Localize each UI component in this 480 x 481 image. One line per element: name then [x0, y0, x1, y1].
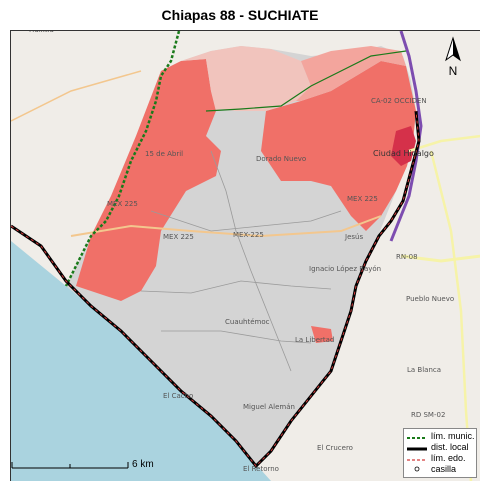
- legend-item-munic: lím. munic.: [407, 431, 477, 442]
- map-svg: Ciudad Hidalgo Dorado Nuevo 15 de Abril …: [11, 31, 480, 481]
- urban-area-south: [311, 326, 333, 343]
- thick-black-line-icon: [407, 447, 427, 451]
- label-ca-02: CA-02 OCCIDEN: [371, 97, 427, 105]
- district-east-area: [261, 61, 416, 231]
- label-rn-08: RN-08: [396, 253, 418, 261]
- label-dorado-nuevo: Dorado Nuevo: [256, 155, 306, 163]
- label-mex-225-c: MEX-225: [233, 231, 264, 239]
- sea-area: [11, 241, 271, 481]
- label-mex-225-b: MEX 225: [163, 233, 194, 241]
- label-mex-225-d: MEX 225: [347, 195, 378, 203]
- north-label: N: [448, 64, 458, 78]
- label-el-crucero: El Crucero: [317, 444, 353, 452]
- legend-item-district: dist. local: [407, 442, 477, 453]
- map-canvas[interactable]: Ciudad Hidalgo Dorado Nuevo 15 de Abril …: [10, 30, 480, 481]
- legend-label: casilla: [431, 464, 457, 474]
- label-mex-225-a: MEX 225: [107, 200, 138, 208]
- district-west-area: [76, 59, 221, 301]
- scale-label: 6 km: [132, 459, 154, 470]
- district-northeast-area: [296, 46, 406, 101]
- road-ca-02: [408, 134, 480, 153]
- legend-label: lím. edo.: [431, 453, 466, 463]
- label-ciudad-hidalgo: Ciudad Hidalgo: [373, 149, 434, 158]
- label-la-blanca: La Blanca: [407, 366, 441, 374]
- municipal-boundary-north: [205, 50, 407, 112]
- label-el-cacho: El Cacho: [163, 392, 193, 400]
- municipal-boundary-west: [64, 31, 181, 287]
- inner-boundary-1: [150, 210, 342, 232]
- label-jesus: Jesús: [344, 233, 363, 241]
- road-mex-225: [70, 215, 382, 238]
- dashed-red-line-icon: [407, 459, 427, 461]
- legend-label: lím. munic.: [431, 431, 475, 441]
- inner-boundary-2: [140, 280, 332, 294]
- dashed-green-line-icon: [407, 437, 427, 439]
- state-boundary: [11, 110, 420, 467]
- legend-item-state: lím. edo.: [407, 453, 477, 464]
- circle-icon: [414, 466, 420, 472]
- label-ignacio-lopez-rayon: Ignacio López Rayón: [309, 265, 381, 273]
- label-miguel-aleman: Miguel Alemán: [243, 403, 295, 411]
- label-el-retorno: El Retorno: [243, 465, 279, 473]
- district-north-area: [181, 46, 311, 111]
- map-title: Chiapas 88 - SUCHIATE: [161, 7, 319, 23]
- label-pueblo-nuevo: Pueblo Nuevo: [406, 295, 454, 303]
- label-huixtla: Huixtla: [29, 31, 54, 34]
- scale-bar: 6 km: [10, 458, 160, 474]
- legend-item-casilla: casilla: [407, 464, 477, 475]
- north-arrow: N: [440, 36, 466, 78]
- legend-label: dist. local: [431, 442, 469, 452]
- scale-bar-graphic: [11, 462, 129, 469]
- urban-area: [391, 126, 416, 166]
- inner-boundary-4: [161, 330, 312, 344]
- north-arrow-icon: [445, 36, 461, 62]
- label-la-libertad: La Libertad: [295, 336, 334, 344]
- label-rd-sm-02: RD SM-02: [411, 411, 445, 419]
- road-rn-08: [400, 254, 480, 263]
- label-15-de-abril: 15 de Abril: [145, 150, 183, 158]
- label-cuauhtemoc: Cuauhtémoc: [225, 318, 270, 326]
- map-legend: lím. munic. dist. local lím. edo. casill…: [403, 428, 477, 478]
- road-northwest: [11, 70, 142, 122]
- inner-boundary-3: [210, 150, 292, 372]
